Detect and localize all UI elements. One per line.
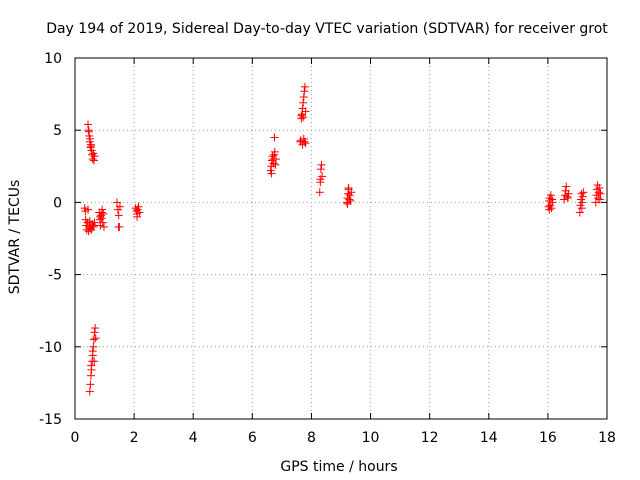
data-point	[344, 183, 353, 192]
x-tick-label: 18	[598, 430, 616, 446]
data-point	[300, 137, 309, 146]
data-point	[317, 160, 326, 169]
x-axis-title: GPS time / hours	[280, 459, 397, 475]
data-point	[300, 82, 309, 91]
data-point	[596, 189, 605, 198]
data-point	[98, 218, 107, 227]
x-tick-label: 4	[189, 430, 198, 446]
data-point	[579, 188, 588, 197]
data-point	[546, 191, 555, 200]
data-point	[547, 204, 556, 213]
y-axis-title: SDTVAR / TECUs	[7, 180, 23, 295]
data-point	[87, 361, 96, 370]
data-point	[91, 324, 100, 333]
data-point	[299, 98, 308, 107]
data-point	[86, 380, 95, 389]
data-point	[84, 120, 93, 129]
data-point	[84, 205, 93, 214]
data-point	[85, 387, 94, 396]
data-point	[99, 222, 108, 231]
data-point	[134, 202, 143, 211]
data-point	[347, 188, 356, 197]
data-point	[315, 188, 324, 197]
axes	[74, 57, 608, 420]
data-point	[90, 357, 99, 366]
plot-frame	[74, 57, 608, 420]
data-point	[300, 87, 309, 96]
grid-lines	[75, 58, 607, 419]
data-point	[90, 218, 99, 227]
data-point	[563, 194, 572, 203]
y-tick-label: 0	[53, 195, 62, 211]
data-point	[90, 328, 99, 337]
data-point	[595, 183, 604, 192]
data-point	[114, 211, 123, 220]
x-tick-label: 16	[539, 430, 557, 446]
x-tick-label: 2	[130, 430, 139, 446]
data-point	[89, 342, 98, 351]
data-point	[316, 178, 325, 187]
x-tick-label: 0	[71, 430, 80, 446]
data-point	[271, 155, 280, 164]
data-point	[301, 139, 310, 148]
data-point	[90, 152, 99, 161]
data-point	[112, 198, 121, 207]
data-point	[270, 147, 279, 156]
data-point	[86, 371, 95, 380]
data-point	[577, 204, 586, 213]
data-point	[591, 198, 600, 207]
data-point	[135, 208, 144, 217]
data-point	[89, 222, 98, 231]
x-tick-label: 12	[421, 430, 439, 446]
x-tick-label: 6	[248, 430, 257, 446]
data-point	[316, 165, 325, 174]
data-points	[80, 82, 605, 396]
data-point	[84, 127, 93, 136]
data-point	[594, 194, 603, 203]
data-point	[318, 172, 327, 181]
y-tick-label: -10	[39, 340, 62, 356]
data-point	[133, 212, 142, 221]
data-point	[562, 182, 571, 191]
data-point	[267, 169, 276, 178]
y-tick-label: -15	[39, 412, 62, 428]
x-tick-label: 14	[480, 430, 498, 446]
data-point	[343, 199, 352, 208]
data-point	[594, 188, 603, 197]
data-point	[89, 335, 98, 344]
ticks: 0 2 4 6 8 10 12 14 16 18 -15 -10 -5 0 5 10	[39, 51, 616, 446]
data-point	[595, 195, 604, 204]
x-tick-label: 10	[362, 430, 380, 446]
y-tick-label: 5	[53, 123, 62, 139]
data-point	[115, 202, 124, 211]
data-point	[89, 156, 98, 165]
data-point	[96, 212, 105, 221]
data-point	[270, 133, 279, 142]
data-point	[88, 347, 97, 356]
data-point	[548, 198, 557, 207]
data-point	[271, 160, 280, 169]
data-point	[575, 208, 584, 217]
y-tick-label: 10	[44, 51, 62, 67]
data-point	[301, 107, 310, 116]
data-point	[87, 142, 96, 151]
data-point	[345, 195, 354, 204]
data-point	[297, 111, 306, 120]
chart-title: Day 194 of 2019, Sidereal Day-to-day VTE…	[46, 21, 608, 37]
data-point	[114, 222, 123, 231]
data-point	[91, 334, 100, 343]
data-point	[97, 208, 106, 217]
data-point	[86, 134, 95, 143]
data-point	[545, 205, 554, 214]
x-tick-label: 8	[307, 430, 316, 446]
y-tick-label: -5	[48, 268, 62, 284]
data-point	[269, 159, 278, 168]
data-point	[299, 92, 308, 101]
data-point	[299, 113, 308, 122]
data-point	[578, 192, 587, 201]
data-point	[564, 189, 573, 198]
